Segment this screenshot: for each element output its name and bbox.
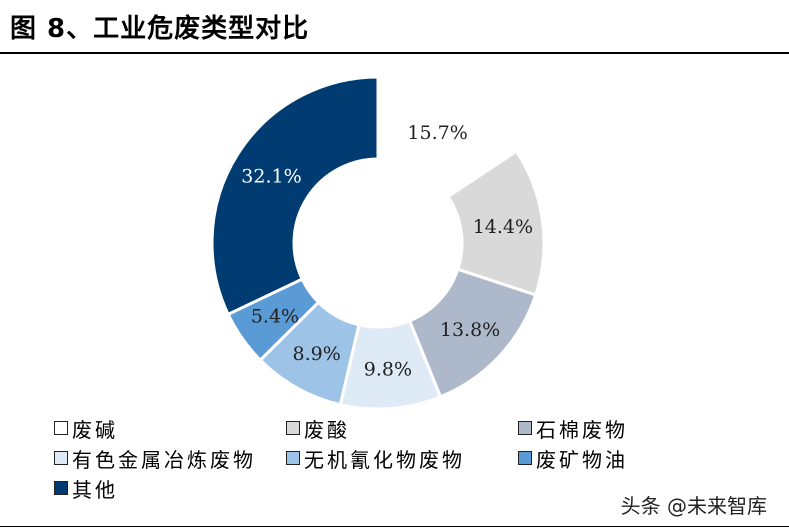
data-label-1: 15.7%: [407, 122, 467, 144]
legend-label: 石棉废物: [536, 417, 628, 442]
data-label-6: 5.4%: [251, 306, 299, 328]
legend-swatch: [518, 421, 532, 435]
legend-item: 废酸: [286, 415, 518, 442]
data-label-3: 13.8%: [440, 319, 500, 341]
chart-title: 图 8、工业危废类型对比: [10, 14, 310, 44]
data-label-5: 8.9%: [293, 343, 341, 365]
legend-swatch: [54, 421, 68, 435]
legend-item: 无机氰化物废物: [286, 445, 518, 472]
legend-label: 废碱: [72, 417, 118, 442]
data-label-4: 9.8%: [364, 359, 412, 381]
legend-swatch: [286, 421, 300, 435]
legend-swatch: [286, 451, 300, 465]
data-label-2: 14.4%: [473, 216, 533, 238]
legend-label: 无机氰化物废物: [304, 447, 465, 472]
donut-chart: 15.7% 14.4% 13.8% 9.8% 8.9% 5.4% 32.1%: [210, 75, 546, 410]
legend-swatch: [518, 451, 532, 465]
slice-1: [376, 75, 519, 199]
title-divider: [0, 52, 789, 54]
legend-item: 废矿物油: [518, 445, 718, 472]
legend-label: 废酸: [304, 417, 350, 442]
legend-item: 石棉废物: [518, 415, 718, 442]
legend-item: 废碱: [54, 415, 286, 442]
chart-legend: 废碱 废酸 石棉废物有色金属冶炼废物 无机氰化物废物 废矿物油其他: [54, 415, 694, 502]
data-label-7: 32.1%: [241, 166, 301, 188]
legend-swatch: [54, 481, 68, 495]
watermark: 头条 @未来智库: [620, 494, 767, 518]
legend-item: 有色金属冶炼废物: [54, 445, 286, 472]
legend-swatch: [54, 451, 68, 465]
legend-label: 有色金属冶炼废物: [72, 447, 256, 472]
legend-label: 其他: [72, 477, 118, 502]
legend-item: 其他: [54, 475, 286, 502]
slice-7: [210, 75, 380, 317]
legend-label: 废矿物油: [536, 447, 628, 472]
bottom-divider: [0, 526, 789, 527]
